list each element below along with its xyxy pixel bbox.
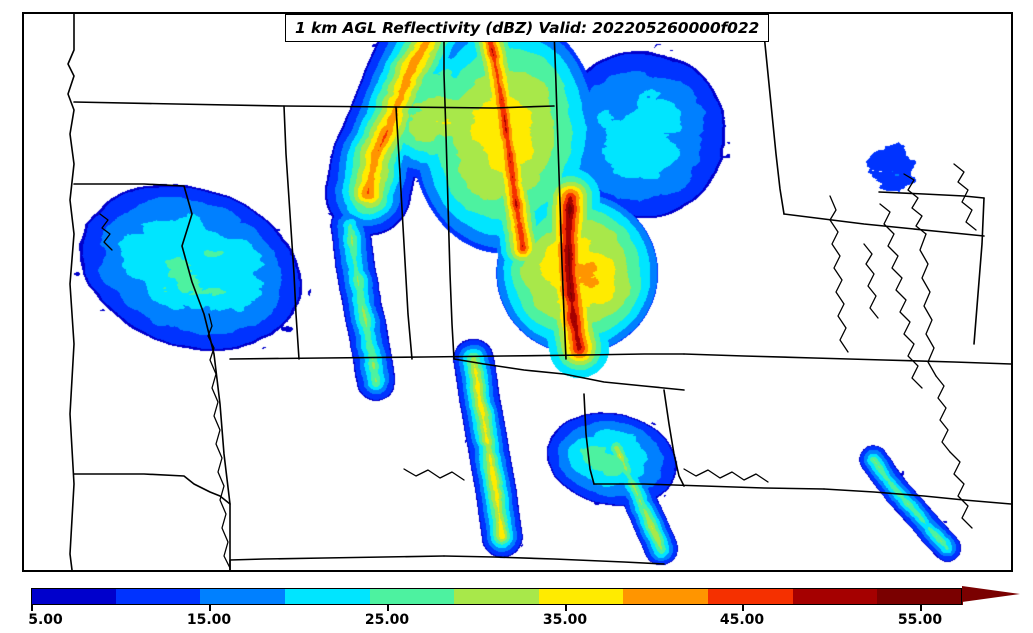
colorbar-label-45: 45.00 xyxy=(719,612,765,628)
colorbar-tick-55 xyxy=(920,605,922,611)
colorbar-band-45-50 xyxy=(708,588,794,605)
plot-title-box: 1 km AGL Reflectivity (dBZ) Valid: 20220… xyxy=(285,14,770,42)
colorbar-label-35: 35.00 xyxy=(542,612,588,628)
colorbar-label-25: 25.00 xyxy=(364,612,410,628)
page-title: 1 km AGL Reflectivity (dBZ) Valid: 20220… xyxy=(295,19,760,37)
colorbar-tick-25 xyxy=(387,605,389,611)
reflectivity-raster xyxy=(24,14,1011,570)
colorbar-tick-35 xyxy=(565,605,567,611)
colorbar-band-35-40 xyxy=(538,588,625,605)
colorbar-label-5: 5.00 xyxy=(28,612,63,628)
colorbar-band-50-55 xyxy=(792,588,878,605)
colorbar-bands xyxy=(31,588,963,605)
colorbar-tick-5 xyxy=(31,605,33,611)
colorbar-band-10-15 xyxy=(115,588,201,605)
colorbar-tick-15 xyxy=(209,605,211,611)
colorbar-tick-45 xyxy=(742,605,744,611)
colorbar-extend-arrow xyxy=(962,586,1020,602)
colorbar-band-20-25 xyxy=(284,588,371,605)
colorbar: 5.00 15.00 25.00 35.00 45.00 55.00 xyxy=(0,586,1033,633)
colorbar-band-5-10 xyxy=(31,588,117,605)
colorbar-band-30-35 xyxy=(454,588,540,605)
map-panel xyxy=(22,12,1013,572)
colorbar-band-15-20 xyxy=(200,588,286,605)
colorbar-band--55 xyxy=(877,588,963,605)
colorbar-band-40-45 xyxy=(623,588,709,605)
colorbar-label-55: 55.00 xyxy=(897,612,943,628)
colorbar-label-15: 15.00 xyxy=(186,612,232,628)
colorbar-band-25-30 xyxy=(369,588,455,605)
